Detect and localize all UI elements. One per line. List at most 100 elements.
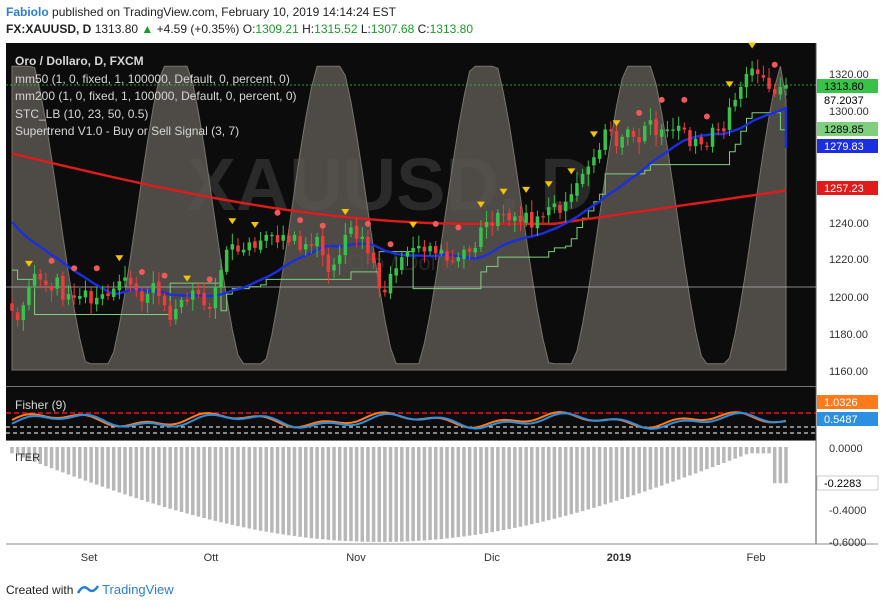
candle-body (38, 273, 42, 280)
histogram-bar (49, 447, 54, 469)
candle-body (439, 249, 444, 254)
price-label-bg (817, 181, 878, 195)
signal-dot (636, 109, 643, 116)
created-with-text: Created with (6, 583, 74, 597)
candle-body (219, 270, 223, 288)
candle-body (575, 183, 579, 196)
histogram-bar (72, 447, 76, 477)
histogram-bar (281, 447, 285, 535)
candle-body (761, 75, 766, 78)
candle-body (281, 234, 285, 241)
publish-info: Fabiolo published on TradingView.com, Fe… (6, 5, 396, 19)
histogram-bar (100, 447, 105, 487)
histogram-bar (89, 447, 93, 483)
histogram-bar (428, 447, 432, 541)
candle-body (501, 214, 506, 216)
price-tick-label: 1220.00 (829, 254, 869, 266)
histogram-bar (637, 447, 641, 494)
histogram-bar (320, 447, 325, 540)
time-axis[interactable]: Set Ott Nov Dic 2019 Feb (81, 552, 766, 564)
candle-body (388, 273, 393, 294)
candle-body (94, 297, 99, 305)
tradingview-link[interactable]: TradingView (102, 582, 174, 597)
histogram-bar (253, 447, 257, 530)
price-label-text: 1313.80 (824, 81, 864, 93)
author-link[interactable]: Fabiolo (6, 5, 49, 19)
histogram-bar (191, 447, 195, 516)
price-axis[interactable]: 1320.00 1300.00 1240.00 1220.00 1200.00 1180.… (829, 69, 869, 549)
histogram-bar (38, 447, 42, 464)
legend-symbol[interactable]: Oro / Dollaro, D, FXCM (15, 54, 144, 68)
histogram-bar (258, 447, 263, 531)
candle-body (264, 234, 268, 241)
price-tick-label: 1240.00 (829, 218, 869, 230)
candle-body (337, 255, 342, 264)
histogram-bar (761, 447, 766, 454)
candle-body (292, 234, 297, 241)
legend-supertrend[interactable]: Supertrend V1.0 - Buy or Sell Signal (3,… (15, 124, 240, 138)
histogram-bar (648, 447, 653, 490)
price-label-text: 87.2037 (824, 95, 864, 107)
high-value: 1315.52 (314, 22, 358, 36)
stcr-label[interactable]: ITER (15, 452, 41, 464)
candle-body (44, 280, 48, 285)
sell-arrow-icon (612, 120, 621, 127)
candle-body (433, 246, 438, 254)
price-label-bg (817, 93, 878, 107)
candle-body (213, 286, 218, 309)
candle-body (275, 235, 280, 243)
histogram-bar (383, 447, 387, 542)
histogram-bar (168, 447, 172, 509)
candle-body (207, 307, 212, 309)
candle-body (287, 235, 291, 243)
histogram-bar (705, 447, 709, 470)
l-label: L: (360, 22, 371, 36)
sell-arrow-icon (183, 275, 192, 282)
candle-body (360, 236, 365, 240)
stcr-histogram (10, 447, 788, 542)
candle-body (733, 99, 737, 107)
open-value: 1309.21 (255, 22, 299, 36)
histogram-bar (597, 447, 602, 507)
candle-body (643, 125, 647, 142)
signal-markers (24, 42, 778, 283)
histogram-bar (654, 447, 658, 488)
time-tick-label: Nov (346, 552, 366, 564)
legend-stc[interactable]: STC_LB (10, 23, 50, 0.5) (15, 106, 149, 121)
signal-dot (161, 272, 168, 279)
time-tick-label: Ott (204, 552, 219, 564)
candle-body (676, 125, 681, 131)
stcr-tick-label: -0.6000 (829, 537, 866, 549)
price-label-text: 1289.85 (824, 124, 864, 136)
histogram-bar (292, 447, 297, 537)
candle-body (530, 211, 534, 228)
histogram-bar (405, 447, 410, 542)
legend-mm200[interactable]: mm200 (1, 0, fixed, 1, 100000, Default, … (15, 89, 297, 103)
candle-body (134, 283, 139, 291)
indicator-legend: Oro / Dollaro, D, FXCM mm50 (1, 0, fixed… (15, 53, 297, 141)
histogram-bar (631, 447, 636, 496)
histogram-bar (473, 447, 478, 535)
candle-body (693, 138, 698, 147)
candle-body (756, 69, 760, 74)
candle-body (682, 127, 687, 130)
legend-mm50[interactable]: mm50 (1, 0, fixed, 1, 100000, Default, 0… (15, 71, 290, 86)
stcr-tick-label: -0.4000 (829, 505, 866, 517)
candle-body (507, 212, 511, 221)
candle-body (49, 286, 54, 291)
histogram-bar (224, 447, 229, 524)
candle-body (411, 247, 415, 253)
signal-dot (658, 96, 665, 103)
histogram-bar (484, 447, 489, 534)
candle-body (377, 262, 381, 289)
sell-arrow-icon (409, 222, 418, 228)
histogram-bar (213, 447, 218, 521)
fisher-label[interactable]: Fisher (9) (15, 398, 67, 412)
signal-dot (771, 61, 778, 68)
candle-body (496, 212, 500, 227)
candle-body (241, 249, 246, 253)
price-label-bg (817, 139, 878, 153)
candle-body (162, 295, 167, 306)
histogram-bar (360, 447, 365, 542)
